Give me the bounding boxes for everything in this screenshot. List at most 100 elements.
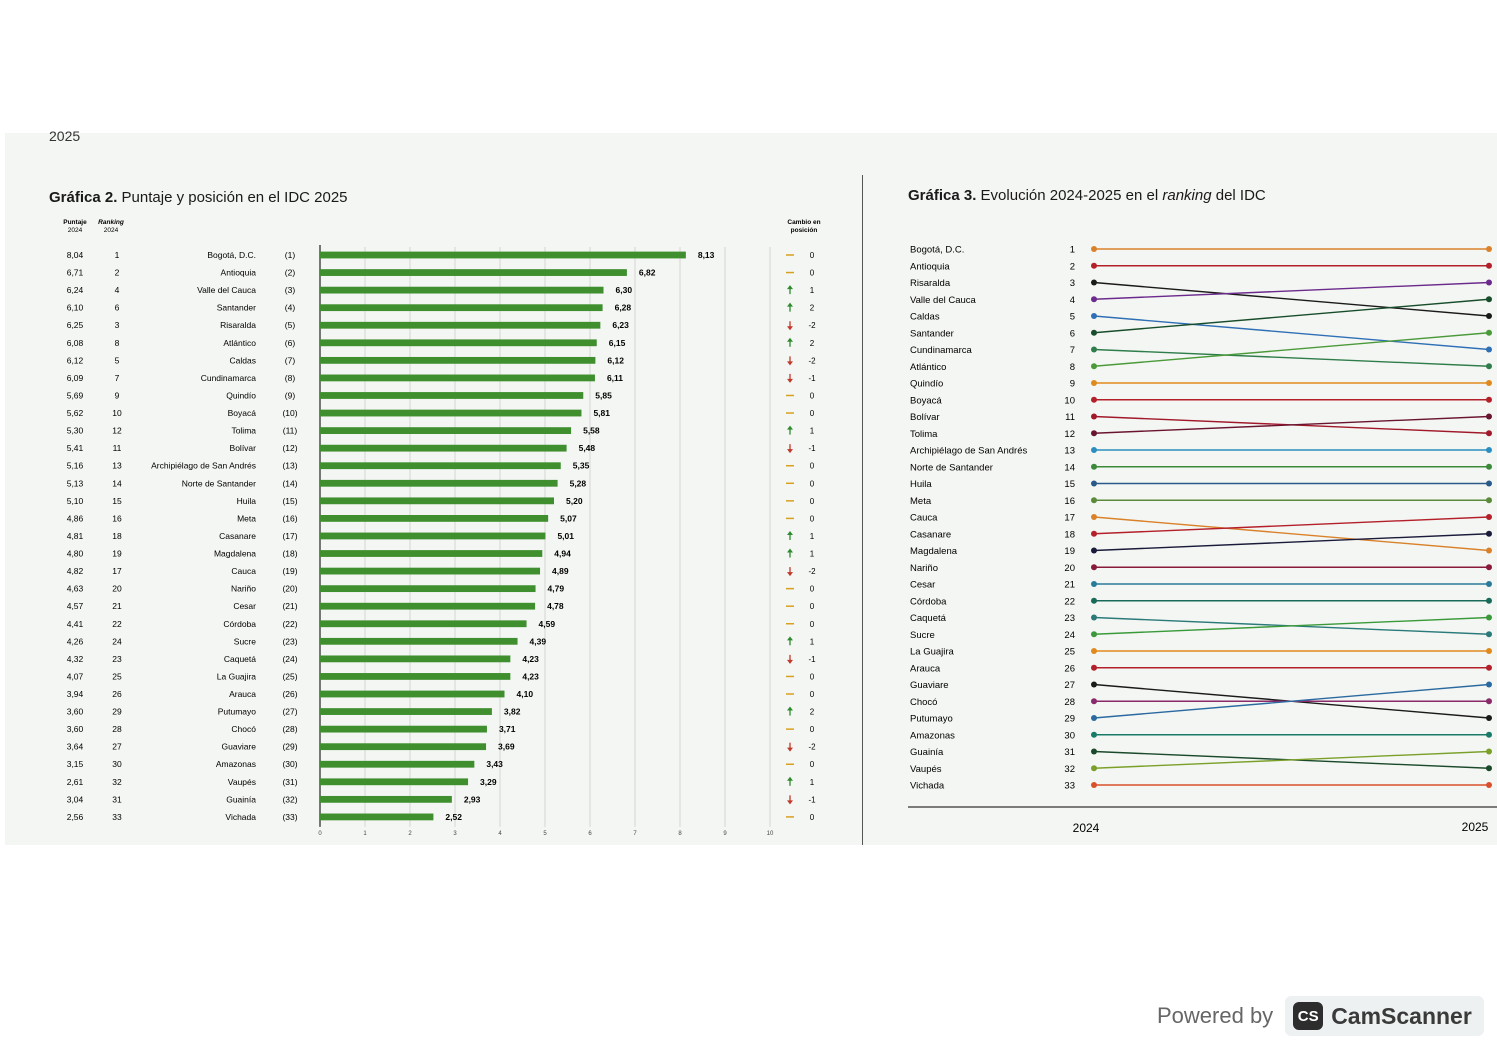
point-2025 <box>1486 447 1492 453</box>
rank-2024: 17 <box>112 566 122 576</box>
score-2024: 6,08 <box>67 338 84 348</box>
rank-2024: 26 <box>112 689 122 699</box>
bar-row: 5,69 9 Quindío (9) 5,85 0 <box>67 390 815 400</box>
series <box>1091 380 1492 386</box>
position-change: 0 <box>810 251 815 260</box>
value-label: 5,01 <box>557 531 574 541</box>
series-line <box>1093 315 1490 351</box>
value-label: 3,71 <box>499 724 516 734</box>
position-change: 0 <box>810 602 815 611</box>
down-arrow-icon-head <box>787 326 793 331</box>
score-2024: 2,61 <box>67 777 84 787</box>
department-name: Sucre <box>234 636 256 646</box>
bar-row: 2,56 33 Vichada (33) 2,52 0 <box>67 812 815 822</box>
rank-2025: (2) <box>285 268 296 278</box>
rank-2024: 11 <box>113 443 122 453</box>
point-2025 <box>1486 765 1492 772</box>
department-name: Boyacá <box>228 408 257 418</box>
position-change: 0 <box>810 672 815 681</box>
bar <box>320 795 452 803</box>
point-2024 <box>1091 731 1097 738</box>
bar-row: 5,41 11 Bolívar (12) 5,48 -1 <box>67 443 816 454</box>
bar-row: 4,63 20 Nariño (20) 4,79 0 <box>67 584 815 594</box>
x-tick-label: 5 <box>543 831 547 837</box>
row-department-name: Huila <box>910 479 932 490</box>
row-rank-number: 29 <box>1064 714 1075 725</box>
point-2024 <box>1091 530 1097 537</box>
rank-2025: (7) <box>285 355 296 365</box>
rank-2025: (16) <box>282 513 297 523</box>
point-2025 <box>1486 430 1492 437</box>
department-name: Bogotá, D.C. <box>207 250 256 260</box>
rank-2025: (19) <box>282 566 297 576</box>
value-label: 3,82 <box>504 707 521 717</box>
value-label: 4,39 <box>530 636 547 646</box>
x-tick-label: 1 <box>363 831 367 837</box>
bar <box>320 602 536 610</box>
row-department-name: Bogotá, D.C. <box>910 245 964 256</box>
position-change: 0 <box>810 620 815 629</box>
bar <box>320 251 686 259</box>
position-change: 0 <box>810 269 815 278</box>
position-change: 1 <box>810 550 815 559</box>
x-tick-label: 3 <box>453 831 457 837</box>
bar <box>320 567 541 575</box>
rank-2025: (31) <box>282 777 297 787</box>
point-2024 <box>1091 480 1097 487</box>
row-rank-number: 11 <box>1065 412 1075 423</box>
series <box>1091 279 1492 319</box>
position-change: -1 <box>808 444 816 453</box>
point-2024 <box>1091 765 1097 772</box>
bar-row: 6,08 8 Atlántico (6) 6,15 2 <box>67 337 815 348</box>
score-2024: 4,41 <box>67 619 84 629</box>
down-arrow-icon-head <box>787 449 793 454</box>
bar-row: 6,09 7 Cundinamarca (8) 6,11 -1 <box>67 373 816 383</box>
rank-2024: 16 <box>112 513 122 523</box>
rank-2024: 12 <box>112 426 122 436</box>
value-label: 4,23 <box>522 671 539 681</box>
point-2025 <box>1486 748 1492 755</box>
value-label: 5,35 <box>573 461 590 471</box>
series-line <box>1093 533 1490 552</box>
position-change: 0 <box>810 497 815 506</box>
row-rank-number: 8 <box>1070 362 1075 373</box>
department-name: Casanare <box>219 531 256 541</box>
camscanner-badge: CS CamScanner <box>1285 996 1484 1036</box>
point-2025 <box>1486 380 1492 386</box>
point-2024 <box>1091 363 1097 370</box>
rank-2024: 29 <box>112 707 122 717</box>
department-name: Huila <box>237 496 257 506</box>
score-2024: 5,16 <box>67 461 84 471</box>
value-label: 3,29 <box>480 777 497 787</box>
series-line <box>1093 750 1490 769</box>
department-name: Amazonas <box>216 759 256 769</box>
point-2024 <box>1091 413 1097 420</box>
series <box>1091 581 1492 587</box>
bar <box>320 356 596 364</box>
score-2024: 3,64 <box>67 742 84 752</box>
row-department-name: Valle del Cauca <box>910 295 977 306</box>
row-department-name: Cauca <box>910 513 938 524</box>
rank-2025: (6) <box>285 338 296 348</box>
point-2024 <box>1091 564 1097 571</box>
department-name: Vaupés <box>228 777 256 787</box>
rank-2025: (30) <box>282 759 297 769</box>
series <box>1091 413 1492 437</box>
value-label: 2,52 <box>445 812 462 822</box>
point-2024 <box>1091 698 1097 705</box>
row-rank-number: 33 <box>1064 781 1075 792</box>
row-department-name: Antioquia <box>910 261 950 272</box>
department-name: Meta <box>237 513 256 523</box>
value-label: 5,48 <box>579 443 596 453</box>
point-2024 <box>1091 664 1097 671</box>
bar <box>320 813 434 821</box>
bar-row: 6,10 6 Santander (4) 6,28 2 <box>67 302 815 313</box>
department-name: Antioquia <box>221 268 257 278</box>
position-change: -1 <box>808 374 816 383</box>
up-arrow-icon-head <box>787 285 793 290</box>
rank-2025: (18) <box>282 549 297 559</box>
chart2-title-rest: Puntaje y posición en el IDC 2025 <box>117 189 348 206</box>
score-2024: 6,71 <box>67 268 84 278</box>
x-tick-label: 9 <box>723 831 727 837</box>
slope-chart-ranking: Bogotá, D.C. 1 Antioquia 2 Risaralda 3 Valle d… <box>908 245 1497 835</box>
